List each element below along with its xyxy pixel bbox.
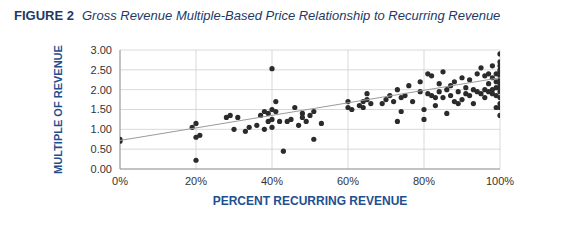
svg-text:0.50: 0.50 [91,143,112,155]
svg-text:PERCENT RECURRING REVENUE: PERCENT RECURRING REVENUE [213,194,408,208]
svg-text:0%: 0% [112,175,128,187]
svg-text:0.00: 0.00 [91,163,112,175]
svg-text:20%: 20% [185,175,207,187]
html-text:Gross Revenue Multiple-Based P: Gross Revenue Multiple-Based Price Relat… [82,8,501,23]
svg-text:1.00: 1.00 [91,123,112,135]
svg-text:80%: 80% [413,175,435,187]
svg-text:40%: 40% [261,175,283,187]
svg-text:2.50: 2.50 [91,64,112,76]
svg-text:MULTIPLE OF REVENUE: MULTIPLE OF REVENUE [52,45,64,174]
svg-text:3.00: 3.00 [91,44,112,56]
html-text:FIGURE 2: FIGURE 2 [14,8,74,23]
svg-text:1.50: 1.50 [91,103,112,115]
svg-text:100%: 100% [486,175,514,187]
svg-text:2.00: 2.00 [91,84,112,96]
svg-text:60%: 60% [337,175,359,187]
